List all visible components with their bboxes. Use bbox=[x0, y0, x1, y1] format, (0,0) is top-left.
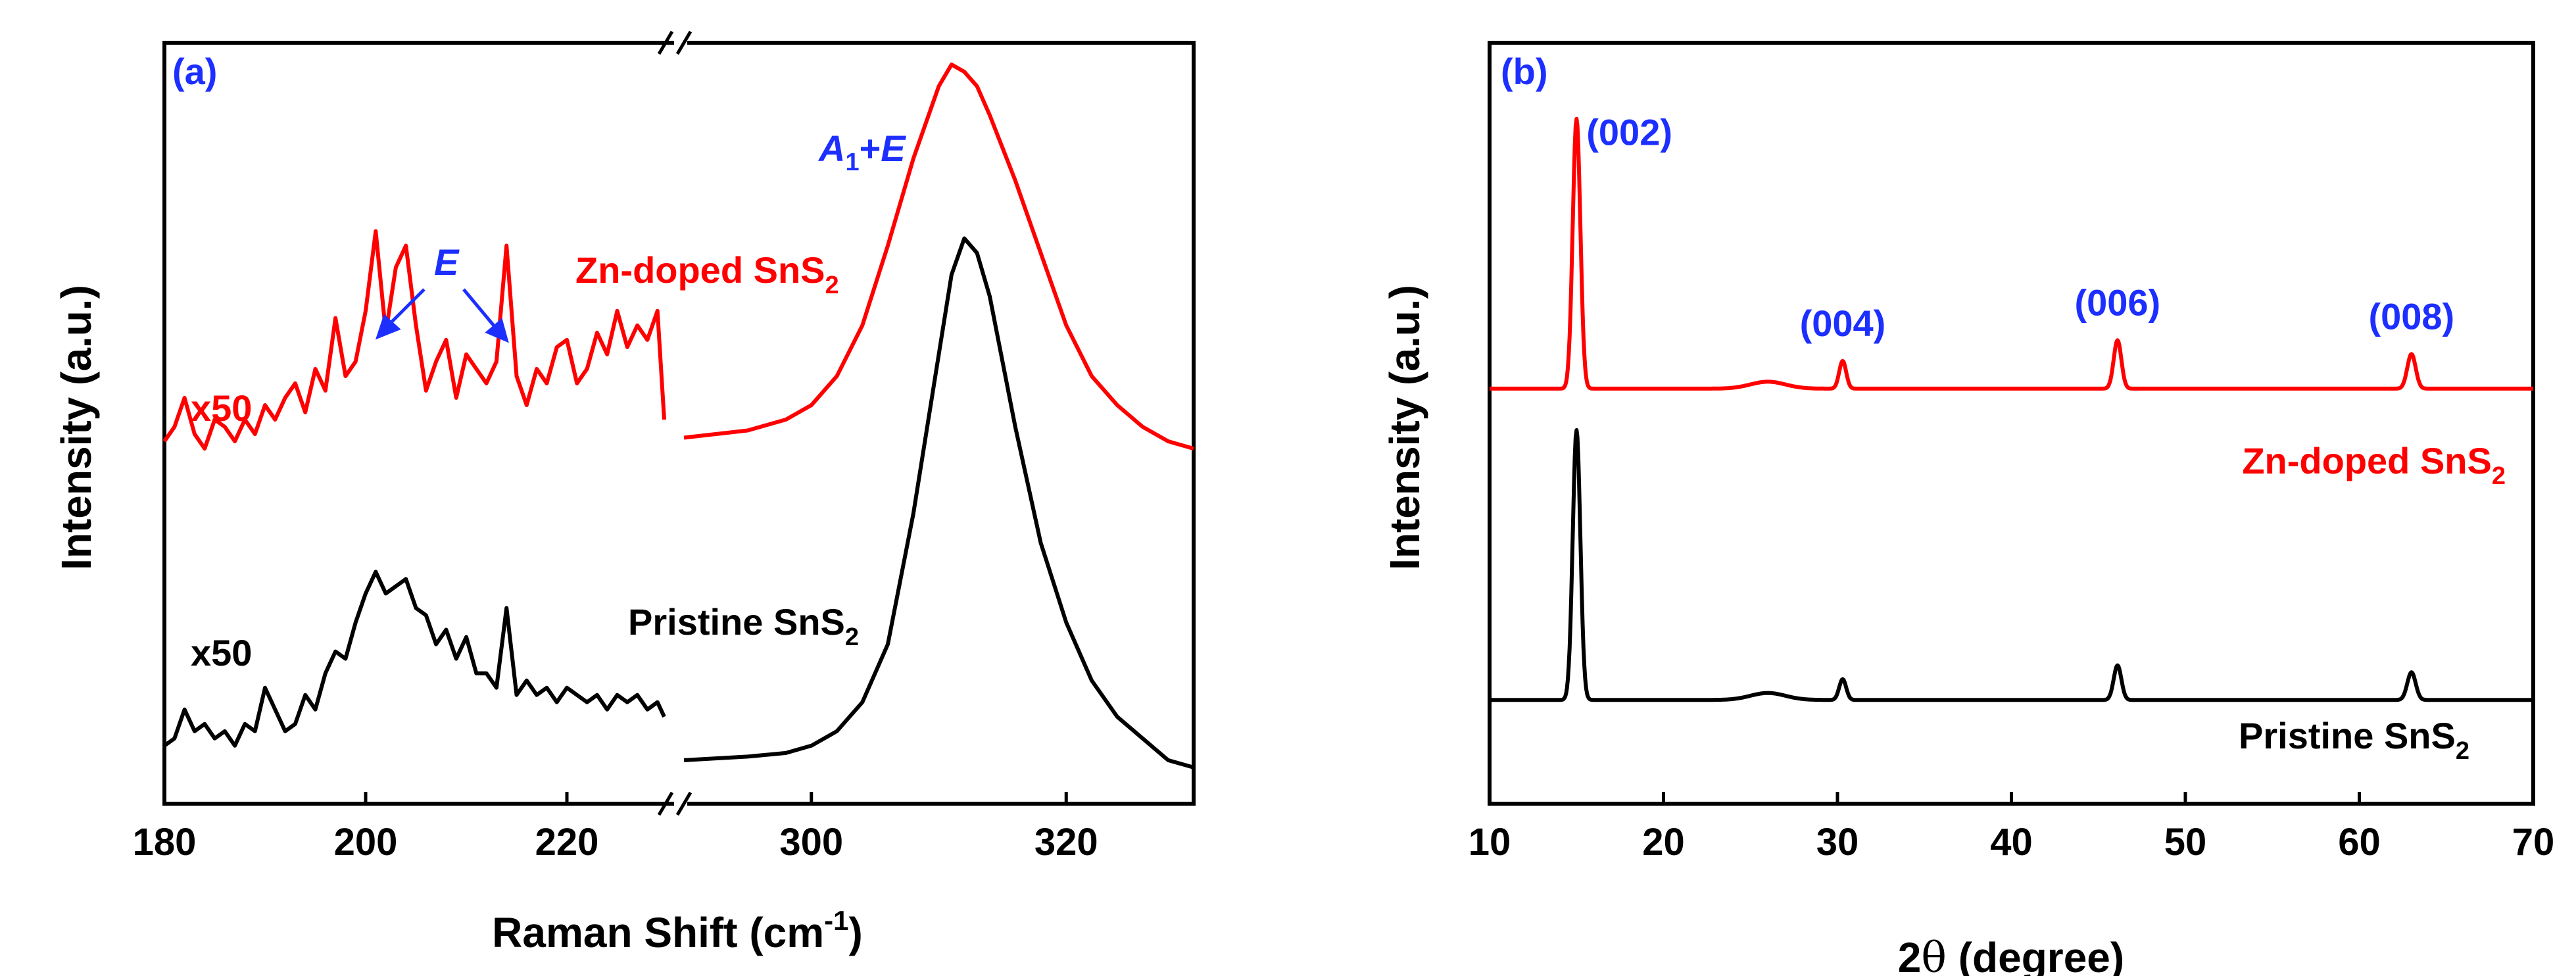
series-zn-doped-low-range bbox=[162, 229, 666, 451]
panel-a-x-tick-label: 320 bbox=[1034, 821, 1098, 864]
panel-b-label: (b) bbox=[1501, 51, 1548, 92]
panel-b: (b) 10 20 30 40 50 60 70 (002)(004)(006) (008) … bbox=[1381, 41, 2555, 976]
panel-b-x-tick-label: 20 bbox=[1642, 821, 1685, 864]
panel-a-x-tick-label: 220 bbox=[535, 821, 599, 864]
series-pristine-low-range bbox=[163, 570, 666, 748]
panel-a-x-axis-title: Raman Shift (cm-1) bbox=[492, 905, 863, 956]
panel-a-x-tick-label: 200 bbox=[334, 821, 398, 864]
panel-b-x-tick-label: 10 bbox=[1469, 821, 1511, 864]
panel-a-x-tick-label: 180 bbox=[133, 821, 197, 864]
panel-a-y-axis-title: Intensity (a.u.) bbox=[53, 285, 100, 570]
panel-b-x-tick-label: 50 bbox=[2164, 821, 2207, 864]
panel-b-y-axis-title: Intensity (a.u.) bbox=[1381, 285, 1428, 570]
x50-label-doped: x50 bbox=[191, 387, 252, 429]
peak-label: (006) bbox=[2074, 281, 2160, 323]
series-pristine-high-range bbox=[683, 236, 1194, 769]
e-mode-arrows bbox=[375, 288, 509, 343]
panel-b-x-axis-title: 2θ (degree) bbox=[1898, 934, 2124, 976]
panel-b-x-tick-label: 30 bbox=[1816, 821, 1859, 864]
peak-label: (008) bbox=[2368, 295, 2454, 337]
axis-break-top bbox=[657, 30, 693, 55]
panel-a: (a) 180 200 220 300 320 x50 x50 E A1+E Zn-do… bbox=[53, 30, 1196, 956]
panel-a-frame bbox=[162, 41, 1196, 806]
axis-break-bottom bbox=[657, 791, 693, 816]
panel-b-pristine-label: Pristine SnS2 bbox=[2239, 715, 2469, 765]
panel-a-label: (a) bbox=[172, 51, 217, 92]
panel-b-x-ticks: 10 20 30 40 50 60 70 bbox=[1469, 792, 2555, 864]
panel-b-x-tick-label: 40 bbox=[1990, 821, 2033, 864]
panel-b-x-tick-label: 70 bbox=[2512, 821, 2555, 864]
e-mode-label: E bbox=[434, 241, 460, 283]
panel-b-frame bbox=[1488, 41, 2535, 806]
peak-label: (004) bbox=[1800, 303, 1886, 344]
panel-a-x-ticks: 180 200 220 300 320 bbox=[133, 792, 1098, 864]
series-zn-doped-high-range bbox=[683, 62, 1194, 451]
x50-label-pristine: x50 bbox=[191, 632, 252, 673]
a1-e-label: A1+E bbox=[817, 128, 906, 176]
panel-a-doped-label: Zn-doped SnS2 bbox=[575, 249, 839, 299]
panel-a-pristine-label: Pristine SnS2 bbox=[628, 601, 859, 651]
series-pristine-xrd bbox=[1488, 428, 2535, 702]
panel-a-x-tick-label: 300 bbox=[779, 821, 843, 864]
panel-b-x-tick-label: 60 bbox=[2338, 821, 2381, 864]
panel-b-doped-label: Zn-doped SnS2 bbox=[2242, 440, 2506, 490]
series-zn-doped-xrd bbox=[1488, 116, 2535, 391]
peak-label: (002) bbox=[1586, 112, 1672, 153]
panel-b-peak-labels: (002) (004) (006) (008) bbox=[1586, 112, 2454, 344]
